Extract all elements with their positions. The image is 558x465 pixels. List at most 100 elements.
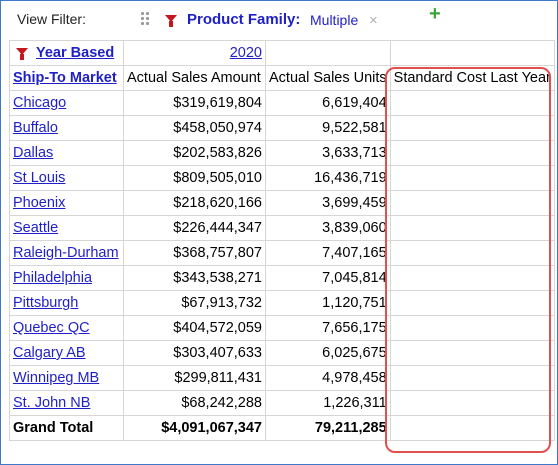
market-link[interactable]: Quebec QC	[13, 320, 90, 336]
column-header: Actual Sales Amount	[123, 65, 266, 91]
table-row: Buffalo $458,050,974 9,522,581	[9, 115, 555, 141]
grand-total-std-cost	[389, 415, 555, 441]
column-header: Standard Cost Last Year	[389, 65, 555, 91]
market-link[interactable]: Chicago	[13, 95, 67, 111]
market-cell[interactable]: St. John NB	[9, 390, 124, 416]
market-link[interactable]: Calgary AB	[13, 345, 86, 361]
grand-total-label: Grand Total	[9, 415, 124, 441]
market-link[interactable]: Dallas	[13, 145, 54, 161]
market-cell[interactable]: Raleigh-Durham	[9, 240, 124, 266]
table-row: Calgary AB $303,407,633 6,025,675	[9, 340, 555, 366]
sales-amount-cell: $202,583,826	[123, 140, 266, 166]
sales-units-cell: 3,699,459	[265, 190, 391, 216]
table-row: Winnipeg MB $299,811,431 4,978,458	[9, 365, 555, 391]
ship-to-market-link[interactable]: Ship-To Market	[13, 70, 117, 86]
pivot-table: Year Based 2020 Ship-To Market Actual Sa…	[9, 40, 555, 441]
ship-to-market-header[interactable]: Ship-To Market	[9, 65, 124, 91]
sales-amount-cell: $67,913,732	[123, 290, 266, 316]
sales-units-cell: 7,656,175	[265, 315, 391, 341]
sales-units-cell: 1,120,751	[265, 290, 391, 316]
sales-amount-cell: $226,444,347	[123, 215, 266, 241]
market-cell[interactable]: Phoenix	[9, 190, 124, 216]
sales-amount-cell: $368,757,807	[123, 240, 266, 266]
sales-units-cell: 7,407,165	[265, 240, 391, 266]
market-link[interactable]: Seattle	[13, 220, 59, 236]
grand-total-amount: $4,091,067,347	[123, 415, 266, 441]
empty-header-cell	[265, 40, 391, 66]
market-cell[interactable]: Quebec QC	[9, 315, 124, 341]
table-row: Dallas $202,583,826 3,633,713	[9, 140, 555, 166]
view-filter-bar: View Filter: Product Family: Multiple × …	[1, 1, 557, 37]
market-cell[interactable]: St Louis	[9, 165, 124, 191]
add-icon[interactable]: +	[429, 3, 441, 25]
standard-cost-cell	[389, 390, 555, 416]
column-header: Actual Sales Units	[265, 65, 391, 91]
market-cell[interactable]: Buffalo	[9, 115, 124, 141]
sales-amount-cell: $319,619,804	[123, 90, 266, 116]
market-cell[interactable]: Seattle	[9, 215, 124, 241]
standard-cost-cell	[389, 215, 555, 241]
table-row: Pittsburgh $67,913,732 1,120,751	[9, 290, 555, 316]
sales-amount-cell: $458,050,974	[123, 115, 266, 141]
standard-cost-cell	[389, 115, 555, 141]
sales-amount-cell: $68,242,288	[123, 390, 266, 416]
filter-funnel-icon[interactable]	[165, 15, 177, 27]
table-row: Quebec QC $404,572,059 7,656,175	[9, 315, 555, 341]
market-link[interactable]: Pittsburgh	[13, 295, 79, 311]
sales-units-cell: 3,633,713	[265, 140, 391, 166]
market-cell[interactable]: Calgary AB	[9, 340, 124, 366]
sales-units-cell: 7,045,814	[265, 265, 391, 291]
table-row: Phoenix $218,620,166 3,699,459	[9, 190, 555, 216]
sales-amount-cell: $404,572,059	[123, 315, 266, 341]
filter-funnel-icon[interactable]	[16, 48, 28, 60]
table-row: St. John NB $68,242,288 1,226,311	[9, 390, 555, 416]
market-cell[interactable]: Chicago	[9, 90, 124, 116]
market-cell[interactable]: Philadelphia	[9, 265, 124, 291]
standard-cost-cell	[389, 315, 555, 341]
table-row: Chicago $319,619,804 6,619,404	[9, 90, 555, 116]
sales-units-cell: 6,025,675	[265, 340, 391, 366]
market-link[interactable]: St. John NB	[13, 395, 91, 411]
table-row: Raleigh-Durham $368,757,807 7,407,165	[9, 240, 555, 266]
view-filter-label: View Filter:	[17, 11, 86, 27]
drag-handle-icon[interactable]	[141, 12, 151, 26]
standard-cost-cell	[389, 165, 555, 191]
sales-amount-cell: $809,505,010	[123, 165, 266, 191]
standard-cost-cell	[389, 140, 555, 166]
sales-amount-cell: $299,811,431	[123, 365, 266, 391]
product-family-filter-value[interactable]: Multiple	[310, 12, 359, 28]
market-link[interactable]: St Louis	[13, 170, 66, 186]
empty-header-cell	[389, 40, 555, 66]
table-row: Seattle $226,444,347 3,839,060	[9, 215, 555, 241]
grand-total-row: Grand Total $4,091,067,347 79,211,285	[9, 415, 555, 441]
sales-units-cell: 16,436,719	[265, 165, 391, 191]
sales-units-cell: 9,522,581	[265, 115, 391, 141]
product-family-filter-label[interactable]: Product Family:	[187, 11, 301, 28]
standard-cost-cell	[389, 340, 555, 366]
sales-amount-cell: $343,538,271	[123, 265, 266, 291]
table-row: Philadelphia $343,538,271 7,045,814	[9, 265, 555, 291]
year-cell: 2020	[123, 40, 266, 66]
standard-cost-cell	[389, 90, 555, 116]
grand-total-units: 79,211,285	[265, 415, 391, 441]
sales-units-cell: 3,839,060	[265, 215, 391, 241]
year-link[interactable]: 2020	[229, 45, 262, 61]
sales-units-cell: 6,619,404	[265, 90, 391, 116]
year-based-filter-cell[interactable]: Year Based	[9, 40, 124, 66]
standard-cost-cell	[389, 365, 555, 391]
standard-cost-cell	[389, 290, 555, 316]
market-link[interactable]: Winnipeg MB	[13, 370, 100, 386]
sales-amount-cell: $218,620,166	[123, 190, 266, 216]
market-link[interactable]: Buffalo	[13, 120, 58, 136]
market-link[interactable]: Philadelphia	[13, 270, 93, 286]
year-based-link[interactable]: Year Based	[36, 45, 115, 61]
market-cell[interactable]: Winnipeg MB	[9, 365, 124, 391]
header-row: Ship-To Market Actual Sales Amount Actua…	[9, 65, 555, 91]
market-cell[interactable]: Dallas	[9, 140, 124, 166]
close-icon[interactable]: ×	[369, 12, 378, 29]
market-cell[interactable]: Pittsburgh	[9, 290, 124, 316]
sales-amount-cell: $303,407,633	[123, 340, 266, 366]
column-filter-row: Year Based 2020	[9, 40, 555, 66]
market-link[interactable]: Phoenix	[13, 195, 66, 211]
market-link[interactable]: Raleigh-Durham	[13, 245, 119, 261]
